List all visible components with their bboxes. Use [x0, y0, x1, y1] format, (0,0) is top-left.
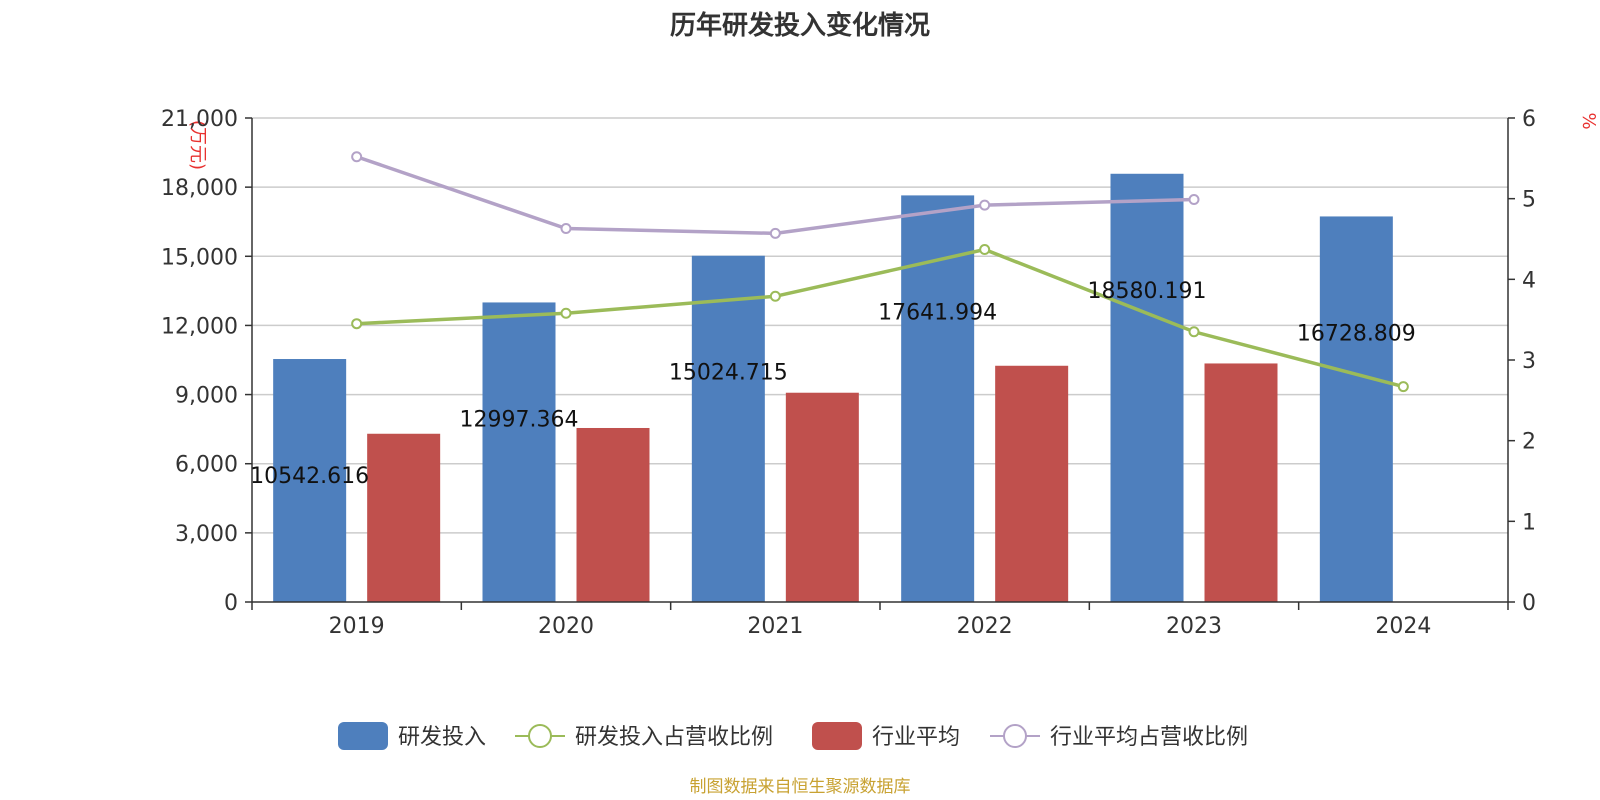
x-tick-label: 2021	[747, 614, 803, 639]
x-tick-label: 2023	[1166, 614, 1222, 639]
bar-value-label: 12997.364	[460, 407, 579, 432]
rd-bar	[1110, 173, 1184, 602]
bar-value-label: 17641.994	[878, 300, 997, 325]
industry-ratio-point	[560, 223, 572, 235]
left-tick-label: 0	[224, 591, 238, 616]
bar-value-label: 16728.809	[1297, 321, 1416, 346]
source-note: 制图数据来自恒生聚源数据库	[690, 777, 911, 797]
left-tick-label: 18,000	[161, 176, 238, 201]
rd-ratio-point	[979, 243, 991, 255]
data-labels: 10542.616 12997.364 15024.715 17641.994 1858…	[250, 279, 1416, 489]
left-tick-label: 6,000	[175, 453, 238, 478]
x-tick-label: 2020	[538, 614, 594, 639]
left-tick-label: 3,000	[175, 522, 238, 547]
legend-swatch-marker	[528, 724, 552, 748]
x-tick-label: 2024	[1375, 614, 1431, 639]
legend-label: 研发投入占营收比例	[575, 725, 773, 750]
rd-bar	[482, 302, 556, 602]
rd-bar	[691, 255, 765, 602]
right-tick-label: 5	[1522, 188, 1536, 213]
right-tick-label: 6	[1522, 107, 1536, 132]
bar-value-label: 15024.715	[669, 361, 788, 386]
industry-bar	[785, 392, 859, 602]
left-tick-label: 9,000	[175, 384, 238, 409]
rd-ratio-line	[356, 247, 1404, 389]
industry-bar	[576, 427, 650, 602]
rd-ratio-point	[1188, 326, 1200, 338]
legend-label: 行业平均占营收比例	[1050, 725, 1248, 750]
rd-bar	[273, 359, 347, 602]
legend-swatch-marker	[1003, 724, 1027, 748]
industry-ratio-point	[979, 199, 991, 211]
legend-swatch-bar	[338, 722, 388, 750]
right-tick-label: 3	[1522, 349, 1536, 374]
rd-ratio-point	[351, 318, 363, 330]
industry-bar	[367, 433, 441, 602]
rd-ratio-point	[1397, 381, 1409, 393]
grid-lines	[252, 117, 1508, 534]
right-axis-unit: %	[1578, 112, 1599, 129]
industry-bar	[995, 365, 1069, 602]
industry-bar	[1204, 363, 1278, 602]
axes-layer: 0 3,000 6,000 9,000 12,000 15,000 18,000 21,000…	[161, 107, 1536, 639]
bar-value-label: 18580.191	[1088, 279, 1207, 304]
rd-ratio-point	[560, 307, 572, 319]
lines-layer	[351, 151, 1409, 393]
chart-title: 历年研发投入变化情况	[670, 10, 930, 41]
industry-ratio-point	[351, 151, 363, 163]
legend-label: 行业平均	[872, 725, 960, 750]
left-tick-label: 21,000	[161, 107, 238, 132]
legend-swatch-bar	[812, 722, 862, 750]
left-axis-unit: (万元)	[187, 120, 208, 170]
legend: 研发投入 研发投入占营收比例 行业平均 行业平均占营收比例	[338, 722, 1248, 750]
industry-ratio-line	[356, 155, 1195, 236]
right-tick-label: 1	[1522, 510, 1536, 535]
right-tick-label: 4	[1522, 268, 1536, 293]
legend-label: 研发投入	[398, 725, 486, 750]
right-tick-label: 2	[1522, 430, 1536, 455]
rd-ratio-point	[769, 290, 781, 302]
x-tick-label: 2019	[329, 614, 385, 639]
industry-ratio-point	[1188, 193, 1200, 205]
left-tick-label: 15,000	[161, 245, 238, 270]
bar-value-label: 10542.616	[250, 464, 369, 489]
right-tick-label: 0	[1522, 591, 1536, 616]
bars-layer	[273, 173, 1393, 602]
x-tick-label: 2022	[957, 614, 1013, 639]
left-tick-label: 12,000	[161, 314, 238, 339]
industry-ratio-point	[769, 227, 781, 239]
rd-bar	[901, 195, 975, 602]
rd-bar	[1319, 216, 1393, 602]
